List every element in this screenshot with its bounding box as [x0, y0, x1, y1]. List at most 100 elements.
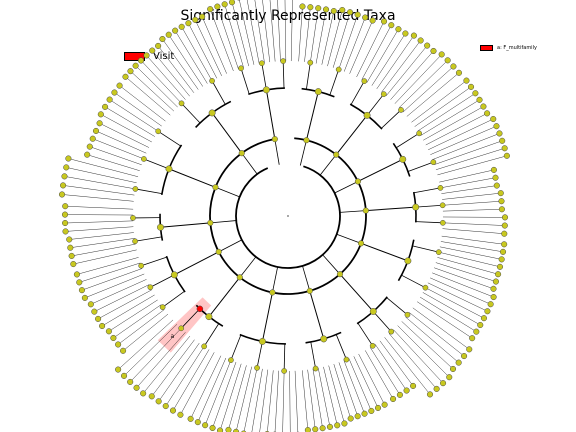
- leaf-branch: [411, 80, 467, 123]
- leaf-node: [61, 211, 69, 218]
- subclade-node: [141, 156, 147, 162]
- leaf-branch: [432, 133, 500, 160]
- leaf-branch: [70, 238, 135, 248]
- leaf-node: [299, 3, 306, 10]
- subclade-branch: [240, 68, 250, 95]
- subclade-branch: [401, 274, 426, 289]
- leaf-node: [493, 123, 500, 130]
- subclade-branch: [310, 341, 316, 369]
- leaf-branch: [97, 289, 152, 320]
- leaf-branch: [384, 337, 431, 395]
- leaf-branch: [212, 361, 237, 429]
- leaf-node: [501, 241, 508, 248]
- subclade-node: [307, 59, 314, 66]
- leaf-node: [132, 62, 139, 69]
- leaf-branch: [89, 146, 142, 165]
- leaf-node: [490, 294, 497, 301]
- leaf-branch: [180, 352, 215, 415]
- leaf-node: [390, 395, 397, 403]
- subclade-branch: [381, 109, 402, 129]
- leaf-node: [315, 5, 322, 12]
- leaf-node: [199, 13, 206, 20]
- clade-branch: [305, 91, 319, 141]
- leaf-node: [76, 279, 83, 286]
- leaf-node: [95, 315, 102, 322]
- leaf-node: [354, 11, 361, 18]
- order-node: [362, 207, 369, 214]
- leaf-branch: [307, 369, 316, 430]
- leaf-branch: [417, 93, 476, 132]
- clade-node: [320, 335, 328, 343]
- leaf-branch: [401, 321, 454, 370]
- subclade-node: [159, 304, 166, 310]
- leaf-branch: [251, 368, 263, 432]
- leaf-branch: [259, 369, 269, 432]
- clade-branch: [160, 222, 211, 228]
- leaf-branch: [439, 169, 494, 183]
- leaf-node: [410, 32, 417, 39]
- leaf-node: [115, 341, 122, 348]
- leaf-node: [455, 359, 462, 366]
- leaf-branch: [302, 370, 309, 431]
- leaf-node: [214, 3, 221, 10]
- subclade-node: [422, 284, 429, 291]
- subclade-node: [416, 130, 422, 137]
- leaf-node: [484, 308, 491, 315]
- order-ring: [209, 137, 367, 295]
- leaf-node: [449, 365, 457, 373]
- leaf-node: [172, 27, 179, 34]
- leaf-node: [396, 391, 403, 398]
- subclade-branch: [396, 132, 420, 149]
- order-node: [333, 151, 340, 158]
- subclade-branch: [357, 322, 374, 347]
- order-node: [271, 136, 278, 143]
- order-branch: [302, 265, 311, 292]
- leaf-node: [501, 222, 508, 229]
- subclade-branch: [335, 334, 347, 360]
- leaf-branch: [90, 279, 147, 305]
- leaf-branch: [440, 241, 504, 253]
- clade-branch: [360, 242, 409, 262]
- leaf-node: [122, 73, 129, 80]
- leaf-node: [417, 37, 424, 44]
- subclade-node: [281, 368, 288, 374]
- leaf-node: [388, 22, 395, 29]
- leaf-branch: [430, 277, 491, 305]
- order-node: [336, 271, 344, 278]
- subclade-branch: [211, 80, 226, 105]
- leaf-branch: [435, 148, 505, 170]
- leaf-node: [403, 387, 410, 394]
- order-branch: [239, 256, 257, 278]
- leaf-node: [91, 308, 98, 315]
- clade-node: [369, 308, 377, 315]
- leaf-node: [165, 31, 172, 38]
- subclade-node: [178, 325, 185, 332]
- leaf-branch: [65, 205, 134, 210]
- leaf-branch: [440, 177, 496, 189]
- leaf-node: [369, 17, 376, 24]
- leaf-node: [225, 426, 232, 432]
- order-branch: [336, 233, 362, 244]
- leaf-branch: [338, 362, 358, 417]
- clade-branch: [309, 290, 325, 340]
- leaf-branch: [310, 8, 319, 63]
- leaf-node: [381, 401, 388, 408]
- leaf-node: [319, 425, 326, 432]
- leaf-node: [490, 115, 497, 123]
- leaf-branch: [231, 2, 249, 67]
- leaf-node: [221, 1, 228, 8]
- leaf-node: [116, 82, 123, 89]
- leaf-node: [73, 271, 80, 278]
- leaf-branch: [228, 365, 247, 430]
- leaf-node: [472, 90, 479, 97]
- leaf-branch: [69, 232, 134, 240]
- leaf-node: [341, 420, 348, 427]
- subclade-branch: [256, 341, 263, 368]
- leaf-branch: [423, 106, 484, 141]
- leaf-branch: [371, 33, 406, 86]
- subclade-node: [138, 262, 145, 269]
- leaf-node: [148, 393, 155, 400]
- leaf-branch: [417, 301, 473, 339]
- leaf-node: [463, 77, 470, 84]
